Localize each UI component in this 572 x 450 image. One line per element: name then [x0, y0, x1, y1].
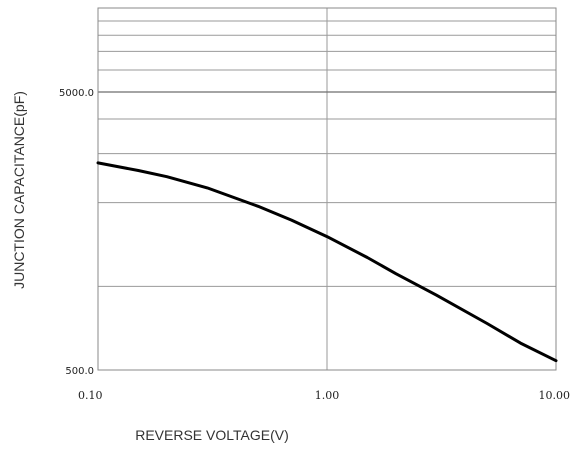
x-tick-label: 1.00	[315, 389, 340, 402]
tick-labels: 500.0 5000.0 0.10 1.00 10.00	[59, 88, 570, 402]
grid	[98, 8, 556, 370]
series-layer	[96, 161, 558, 363]
x-axis-label: REVERSE VOLTAGE(V)	[135, 427, 289, 443]
x-tick-label: 10.00	[539, 389, 571, 402]
y-tick-label: 5000.0	[59, 88, 94, 99]
plot-frame	[97, 7, 557, 371]
y-tick-label: 500.0	[65, 366, 94, 377]
series-line	[96, 161, 558, 363]
x-tick-label: 0.10	[78, 389, 103, 402]
y-axis-label: JUNCTION CAPACITANCE(pF)	[11, 91, 27, 289]
